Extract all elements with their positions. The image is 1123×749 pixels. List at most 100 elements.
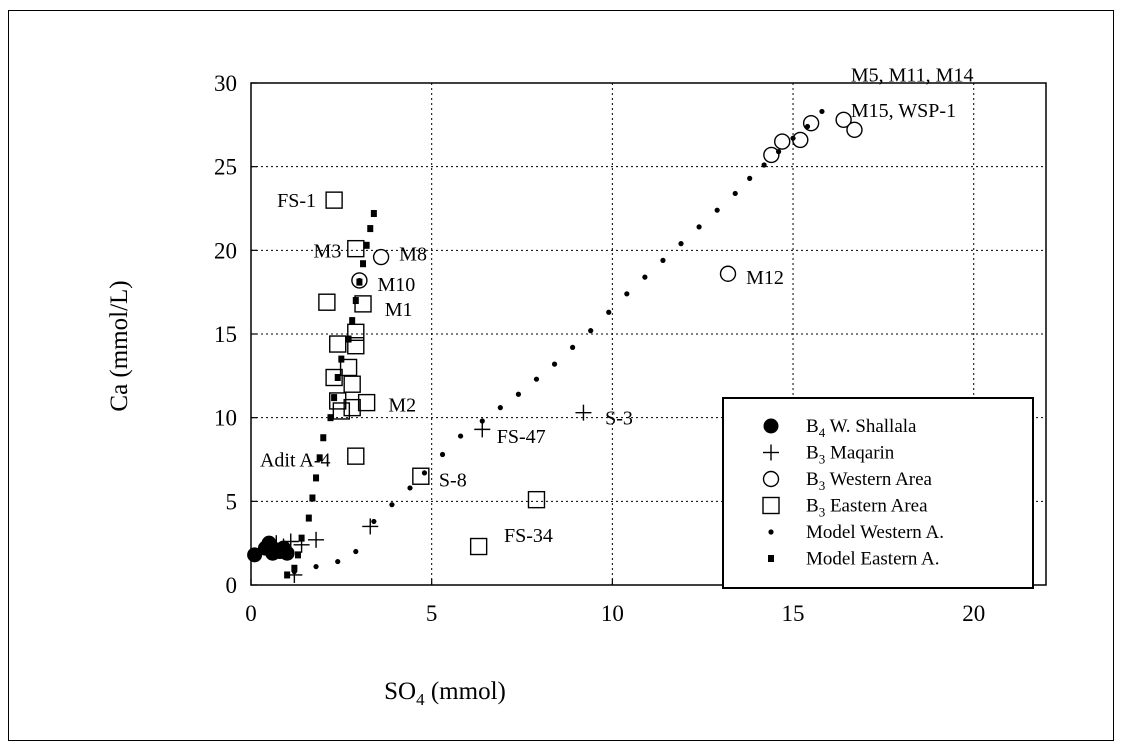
data-point	[332, 402, 351, 420]
y-tick-label: 20	[214, 238, 237, 263]
data-point	[389, 502, 395, 508]
data-point	[313, 474, 320, 482]
x-tick-label: 20	[962, 601, 985, 626]
figure-frame: 0 5 10 15 20 0 5 10 15 20 25 30 FS-1 M3 M8 M10 M1 M2 Adit…	[8, 10, 1114, 741]
data-point	[327, 414, 334, 422]
data-point	[774, 133, 791, 150]
data-point	[343, 375, 361, 393]
data-point	[370, 210, 377, 218]
data-point	[497, 405, 503, 411]
data-point	[335, 558, 341, 565]
data-point	[732, 190, 738, 197]
data-point	[678, 241, 684, 247]
data-point	[439, 451, 446, 458]
data-point	[714, 207, 720, 213]
annotation-label: M15, WSP-1	[851, 100, 956, 122]
data-point	[479, 418, 485, 424]
data-point	[819, 108, 825, 115]
series-0	[247, 535, 295, 563]
data-point	[325, 368, 343, 387]
data-point	[606, 309, 612, 315]
annotation-label: S-3	[605, 408, 633, 430]
legend-label: B3 Western Area	[806, 469, 933, 493]
data-point	[457, 433, 464, 439]
data-point	[349, 317, 356, 325]
legend-marker	[762, 496, 780, 515]
data-point	[316, 454, 323, 462]
series-3	[318, 191, 546, 556]
data-point	[407, 485, 413, 491]
legend-label: Model Western A.	[806, 522, 944, 543]
data-point	[469, 537, 488, 556]
data-point	[515, 391, 522, 397]
data-point	[305, 514, 312, 522]
data-point	[331, 394, 338, 402]
annotation-label: FS-47	[497, 426, 546, 448]
legend-label: B3 Maqarin	[806, 443, 895, 467]
axis-ticks: 0 5 10 15 20 0 5 10 15 20 25 30	[214, 71, 985, 626]
data-point	[298, 534, 305, 542]
data-point	[570, 344, 576, 350]
data-point	[474, 421, 491, 438]
y-axis-title: Ca (mmol/L)	[106, 280, 133, 411]
annotation-label: M5, M11, M14	[851, 65, 974, 87]
legend-label: Model Eastern A.	[806, 549, 940, 570]
data-point	[313, 563, 319, 570]
data-point	[309, 494, 316, 502]
x-tick-label: 15	[782, 601, 805, 626]
x-tick-label: 10	[601, 601, 624, 626]
point-annotations: FS-1 M3 M8 M10 M1 M2 Adit A-4 S-8 FS-47 S-3 FS-34 M…	[260, 65, 974, 547]
legend-marker	[768, 555, 774, 562]
data-point	[371, 518, 377, 525]
legend-marker	[763, 418, 779, 434]
data-point	[719, 265, 737, 282]
data-point	[533, 376, 540, 382]
data-point	[660, 257, 666, 263]
x-axis-title: SO4 (mmol)	[384, 678, 506, 709]
data-point	[291, 564, 298, 572]
scatter-chart: 0 5 10 15 20 0 5 10 15 20 25 30 FS-1 M3 M8 M10 M1 M2 Adit…	[106, 65, 1047, 709]
data-point	[846, 121, 863, 139]
data-point	[347, 323, 365, 342]
legend-marker	[768, 529, 774, 535]
annotation-label: M10	[377, 274, 415, 296]
annotation-label: Adit A-4	[260, 450, 331, 472]
data-point	[294, 551, 301, 559]
x-tick-label: 5	[426, 601, 438, 626]
data-point	[308, 531, 325, 548]
data-point	[696, 224, 702, 230]
data-point	[763, 146, 780, 164]
data-point	[338, 355, 345, 363]
annotation-label: M8	[399, 244, 427, 266]
legend-label: B4 W. Shallala	[806, 416, 917, 440]
legend-label: B3 Eastern Area	[806, 496, 928, 520]
annotation-label: S-8	[439, 470, 467, 492]
data-point	[268, 535, 285, 552]
data-point	[339, 358, 358, 377]
series-1	[261, 404, 592, 583]
y-tick-label: 0	[226, 573, 238, 598]
data-point	[261, 541, 278, 558]
y-tick-label: 30	[214, 71, 237, 96]
data-point	[642, 274, 648, 280]
data-point	[345, 335, 352, 343]
data-point	[362, 518, 379, 535]
data-series	[247, 108, 863, 583]
x-tick-label: 0	[245, 601, 257, 626]
data-point	[761, 162, 767, 168]
data-point	[282, 533, 299, 550]
annotation-label: M2	[388, 394, 416, 416]
data-point	[352, 297, 359, 305]
data-point	[747, 175, 753, 181]
data-point	[804, 123, 811, 130]
y-tick-label: 10	[214, 406, 237, 431]
data-point	[325, 191, 343, 209]
data-point	[320, 434, 327, 442]
annotation-label: M3	[314, 240, 342, 262]
data-point	[412, 467, 430, 485]
annotation-label: M1	[385, 299, 413, 321]
data-point	[790, 135, 796, 141]
legend-marker	[762, 470, 780, 488]
data-point	[367, 225, 374, 233]
